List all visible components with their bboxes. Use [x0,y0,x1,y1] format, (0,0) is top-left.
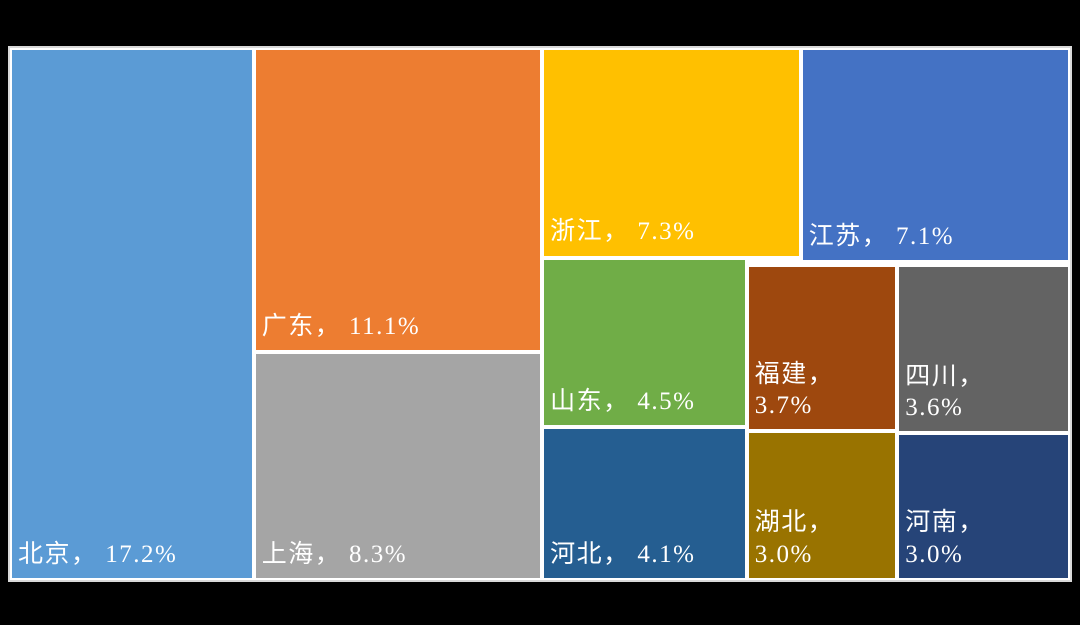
treemap-cell-jiangsu: 江苏， 7.1% [800,48,1070,263]
treemap-label-line: 3.0% [754,540,813,568]
treemap-cell-label: 上海， 8.3% [256,539,411,578]
treemap-cell-label: 河南， 3.0% [899,507,989,578]
treemap-label-line: 湖北， [754,509,835,537]
treemap-cell-label: 江苏， 7.1% [803,221,958,260]
treemap-cell-label: 浙江， 7.3% [544,216,699,255]
treemap-cell-label: 河北， 4.1% [544,539,699,578]
treemap-cell-hebei: 河北， 4.1% [542,427,747,580]
treemap-label-line: 江苏， 7.1% [808,223,955,251]
treemap-cell-henan: 河南， 3.0% [897,433,1070,580]
treemap-cell-label: 福建， 3.7% [749,359,839,430]
treemap-cell-label: 四川， 3.6% [899,361,989,432]
treemap-plot: 北京， 17.2% 广东， 11.1% 上海， 8.3% 浙江， 7.3% 江苏， 7.… [8,46,1072,582]
treemap-label-line: 山东， 4.5% [550,388,696,416]
treemap-label-line: 3.0% [905,540,964,568]
treemap-cell-shandong: 山东， 4.5% [542,257,747,428]
treemap-cell-hubei: 湖北， 3.0% [746,431,898,580]
treemap-label-line: 北京， 17.2% [18,540,178,568]
treemap-label-line: 上海， 8.3% [261,540,408,568]
treemap-label-line: 河南， [905,509,985,537]
treemap-label-line: 广东， 11.1% [261,312,421,340]
treemap-label-line: 3.6% [905,393,964,421]
treemap-cell-label: 山东， 4.5% [544,386,699,425]
treemap-cell-guangdong: 广东， 11.1% [253,48,543,352]
treemap-label-line: 福建， [754,360,835,388]
treemap-cell-beijing: 北京， 17.2% [10,48,254,580]
treemap-cell-label: 北京， 17.2% [12,539,181,578]
treemap-cell-sichuan: 四川， 3.6% [897,264,1070,434]
treemap-cell-zhejiang: 浙江， 7.3% [542,48,801,258]
treemap-cell-label: 湖北， 3.0% [749,507,839,578]
treemap-label-line: 四川， [905,362,985,390]
treemap-cell-label: 广东， 11.1% [256,311,424,350]
treemap-label-line: 河北， 4.1% [550,540,696,568]
treemap-label-line: 浙江， 7.3% [550,218,696,246]
treemap-label-line: 3.7% [754,391,813,419]
treemap-cell-fujian: 福建， 3.7% [746,264,898,432]
treemap-cell-shanghai: 上海， 8.3% [253,351,543,580]
